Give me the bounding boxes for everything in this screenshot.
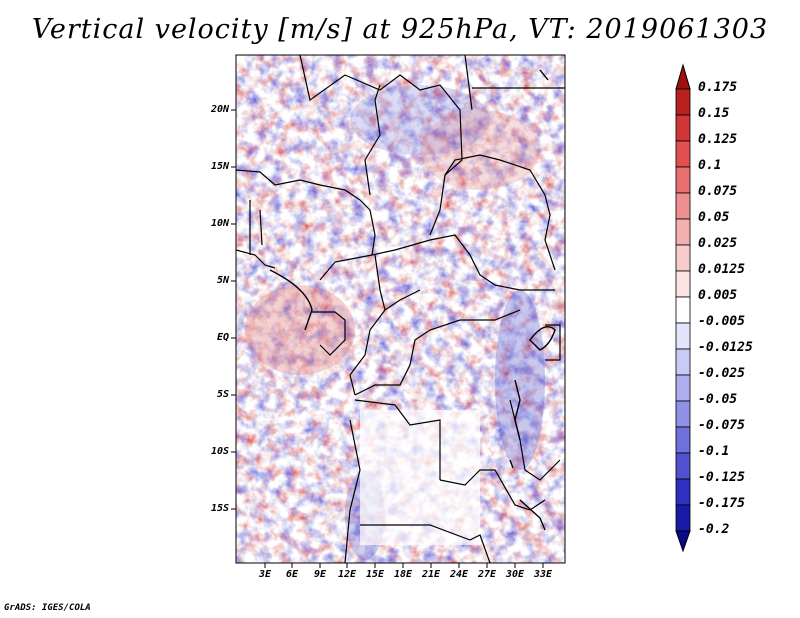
colorbar-label: -0.175 xyxy=(698,496,745,511)
colorbar-label: 0.125 xyxy=(698,132,738,147)
country-borders xyxy=(236,55,565,563)
colorbar-label: -0.025 xyxy=(698,366,745,381)
colorbar-label: 0.005 xyxy=(698,288,738,303)
lat-label-10n: 10N xyxy=(210,218,229,229)
velocity-field xyxy=(236,55,565,563)
colorbar-bin xyxy=(675,426,691,454)
colorbar-bin xyxy=(675,504,691,532)
lon-label-27e: 27E xyxy=(477,569,497,580)
lat-label-15s: 15S xyxy=(210,503,229,514)
lat-label-20n: 20N xyxy=(210,104,229,115)
colorbar-bin xyxy=(675,166,691,194)
lon-label-30e: 30E xyxy=(505,569,525,580)
map-title: Vertical velocity [m/s] at 925hPa, VT: 2… xyxy=(31,14,769,45)
lake-outlines xyxy=(269,69,556,531)
lat-label-5s: 5S xyxy=(216,389,229,400)
map-frame xyxy=(235,54,566,564)
colorbar-bin xyxy=(675,478,691,506)
colorbar-bin xyxy=(675,296,691,324)
colorbar-label: 0.025 xyxy=(698,236,738,251)
lat-label-10s: 10S xyxy=(210,446,229,457)
axis-ticks xyxy=(231,109,544,568)
colorbar-bottom-arrow xyxy=(675,530,691,553)
colorbar-label: -0.075 xyxy=(698,418,745,433)
colorbar-label: -0.125 xyxy=(698,470,745,485)
colorbar-label: 0.075 xyxy=(698,184,738,199)
colorbar-label: -0.2 xyxy=(698,522,730,537)
colorbar-bin xyxy=(675,244,691,272)
colorbar-bin xyxy=(675,452,691,480)
colorbar-label: 0.175 xyxy=(698,80,738,95)
credit-label: GrADS: IGES/COLA xyxy=(4,603,91,613)
colorbar-label: -0.005 xyxy=(698,314,745,329)
lon-label-15e: 15E xyxy=(365,569,385,580)
colorbar-bin xyxy=(675,400,691,428)
colorbar-bin xyxy=(675,348,691,376)
colorbar-bin xyxy=(675,374,691,402)
lat-label-eq: EQ xyxy=(216,332,229,343)
colorbar xyxy=(675,63,691,553)
colorbar-label: 0.05 xyxy=(698,210,730,225)
lon-label-24e: 24E xyxy=(449,569,469,580)
lon-label-12e: 12E xyxy=(337,569,357,580)
colorbar-label: -0.05 xyxy=(698,392,738,407)
lon-label-21e: 21E xyxy=(421,569,441,580)
lon-label-6e: 6E xyxy=(285,569,299,580)
colorbar-label: 0.1 xyxy=(698,158,722,173)
colorbar-bin xyxy=(675,270,691,298)
colorbar-bin xyxy=(675,218,691,246)
lon-label-3e: 3E xyxy=(258,569,272,580)
colorbar-label: 0.0125 xyxy=(698,262,745,277)
lon-label-33e: 33E xyxy=(533,569,553,580)
colorbar-bin xyxy=(675,114,691,142)
lon-label-9e: 9E xyxy=(313,569,327,580)
colorbar-label: 0.15 xyxy=(698,106,730,121)
lat-label-15n: 15N xyxy=(210,161,229,172)
colorbar-bin xyxy=(675,140,691,168)
colorbar-top-arrow xyxy=(675,63,691,90)
colorbar-bin xyxy=(675,192,691,220)
colorbar-label: -0.1 xyxy=(698,444,730,459)
colorbar-bin xyxy=(675,88,691,116)
lat-label-5n: 5N xyxy=(216,275,229,286)
colorbar-label: -0.0125 xyxy=(698,340,753,355)
colorbar-bin xyxy=(675,322,691,350)
lon-label-18e: 18E xyxy=(393,569,413,580)
